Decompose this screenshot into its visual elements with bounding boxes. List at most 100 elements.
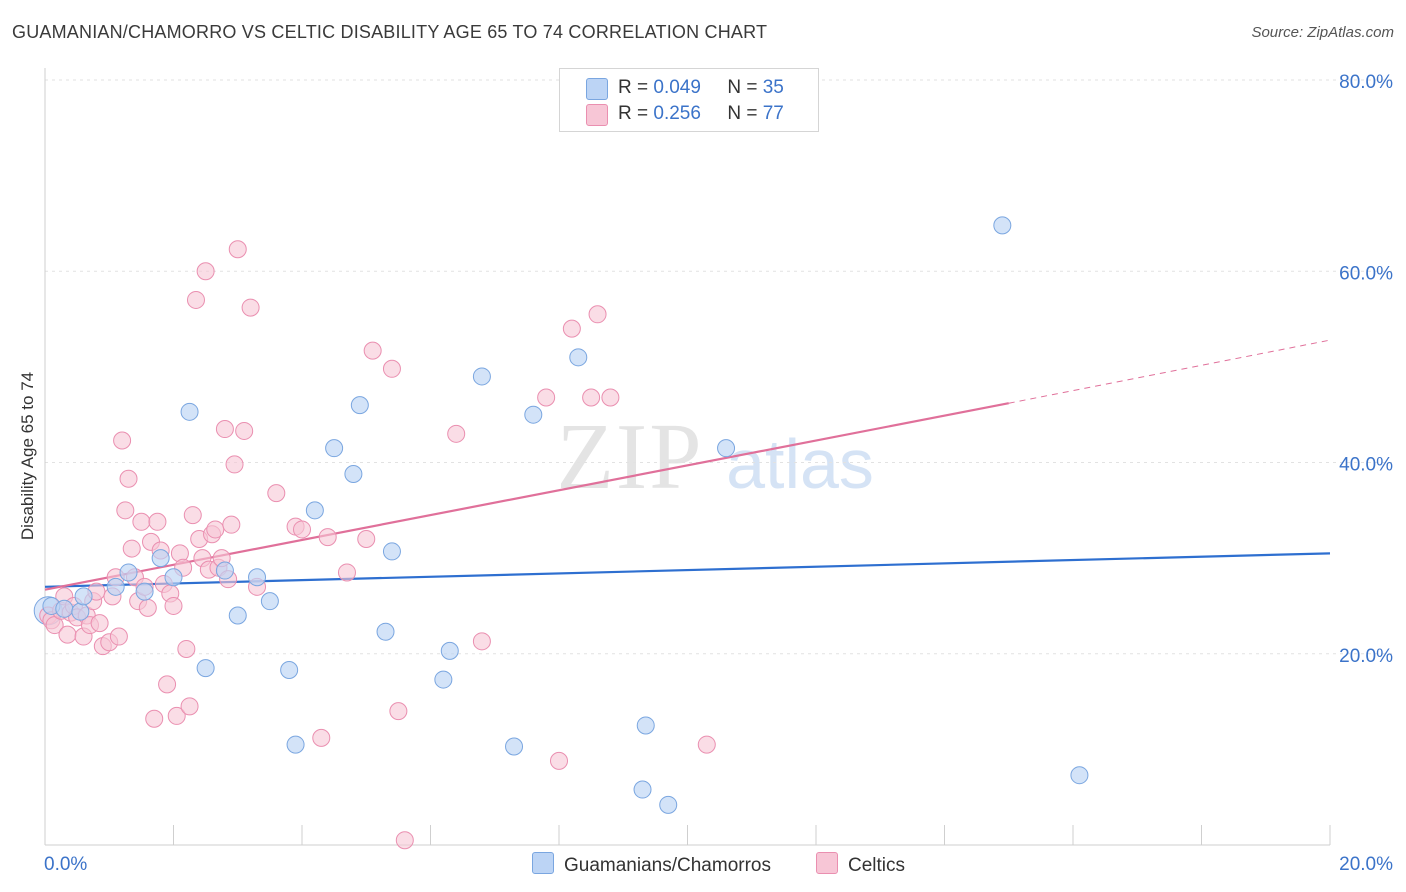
data-point-celtics bbox=[537, 388, 556, 407]
data-point-celtics bbox=[132, 512, 151, 531]
legend-swatch-pink bbox=[586, 104, 608, 126]
x-tick-label: 0.0% bbox=[44, 854, 87, 875]
data-point-celtics bbox=[562, 319, 581, 338]
legend-swatch-blue bbox=[532, 852, 554, 874]
data-point-celtics bbox=[241, 298, 260, 317]
data-point-guamanians bbox=[717, 439, 736, 458]
data-point-celtics bbox=[158, 675, 177, 694]
data-point-celtics bbox=[119, 469, 138, 488]
data-point-guamanians bbox=[55, 599, 74, 618]
data-point-celtics bbox=[582, 388, 601, 407]
data-point-guamanians bbox=[1070, 766, 1089, 785]
data-point-guamanians bbox=[993, 216, 1012, 235]
legend-n-label: N = bbox=[727, 103, 758, 124]
data-point-celtics bbox=[167, 706, 186, 725]
bottom-legend-label: Celtics bbox=[848, 855, 906, 876]
data-point-guamanians bbox=[633, 780, 652, 799]
data-point-celtics bbox=[363, 341, 382, 360]
data-point-guamanians bbox=[286, 735, 305, 754]
data-point-celtics bbox=[395, 831, 414, 850]
data-point-guamanians bbox=[151, 549, 170, 568]
legend-n-value: 35 bbox=[762, 77, 784, 98]
data-point-celtics bbox=[472, 632, 491, 651]
data-point-guamanians bbox=[325, 439, 344, 458]
data-point-guamanians bbox=[305, 501, 324, 520]
data-point-celtics bbox=[164, 596, 183, 615]
data-point-celtics bbox=[113, 431, 132, 450]
bottom-legend-label: Guamanians/Chamorros bbox=[564, 855, 771, 876]
data-point-celtics bbox=[267, 484, 286, 503]
data-point-celtics bbox=[382, 359, 401, 378]
data-point-celtics bbox=[447, 424, 466, 443]
data-point-celtics bbox=[601, 388, 620, 407]
data-point-celtics bbox=[148, 512, 167, 531]
data-point-celtics bbox=[318, 528, 337, 547]
data-point-guamanians bbox=[344, 464, 363, 483]
data-point-celtics bbox=[337, 563, 356, 582]
data-point-guamanians bbox=[382, 542, 401, 561]
data-point-celtics bbox=[389, 702, 408, 721]
data-point-celtics bbox=[550, 751, 568, 770]
data-point-celtics bbox=[109, 627, 128, 646]
data-point-celtics bbox=[357, 530, 376, 548]
data-point-guamanians bbox=[119, 563, 138, 582]
data-point-celtics bbox=[697, 735, 716, 754]
watermark-zip: ZIP bbox=[557, 405, 704, 509]
data-point-guamanians bbox=[228, 606, 247, 625]
data-point-celtics bbox=[180, 697, 199, 716]
bottom-legend-celtics[interactable]: Celtics bbox=[816, 852, 905, 877]
data-point-guamanians bbox=[350, 396, 369, 415]
data-point-guamanians bbox=[74, 587, 93, 606]
data-point-guamanians bbox=[180, 402, 199, 421]
data-point-guamanians bbox=[376, 622, 395, 641]
data-point-celtics bbox=[588, 305, 607, 324]
data-point-celtics bbox=[145, 709, 164, 728]
watermark-atlas: atlas bbox=[726, 425, 874, 503]
data-point-guamanians bbox=[280, 661, 299, 680]
data-point-guamanians bbox=[260, 592, 279, 611]
data-point-celtics bbox=[312, 728, 331, 747]
data-point-celtics bbox=[225, 455, 244, 474]
trend-line-guamanians bbox=[44, 552, 1331, 588]
data-point-celtics bbox=[183, 506, 202, 525]
legend-swatch-blue bbox=[586, 78, 608, 100]
data-point-celtics bbox=[215, 420, 234, 439]
legend-n-value: 77 bbox=[762, 103, 784, 124]
bottom-legend-guamanians[interactable]: Guamanians/Chamorros bbox=[532, 852, 771, 877]
data-point-celtics bbox=[122, 539, 141, 558]
data-point-guamanians bbox=[472, 367, 491, 386]
data-point-celtics bbox=[177, 639, 196, 658]
chart-title: GUAMANIAN/CHAMORRO VS CELTIC DISABILITY … bbox=[12, 22, 768, 42]
data-point-guamanians bbox=[440, 641, 459, 660]
trend-line-celtics-extension bbox=[1008, 339, 1331, 404]
data-point-guamanians bbox=[524, 405, 543, 424]
data-point-celtics bbox=[138, 598, 157, 617]
data-point-celtics bbox=[186, 290, 205, 309]
data-point-guamanians bbox=[434, 670, 453, 689]
x-tick-label: 20.0% bbox=[1339, 854, 1393, 875]
data-point-guamanians bbox=[248, 568, 267, 587]
data-point-celtics bbox=[235, 421, 254, 440]
data-point-guamanians bbox=[215, 561, 234, 580]
data-point-guamanians bbox=[196, 659, 215, 678]
data-point-celtics bbox=[206, 520, 225, 539]
data-point-guamanians bbox=[659, 795, 678, 814]
legend-swatch-pink bbox=[816, 852, 838, 874]
legend-n-label: N = bbox=[727, 77, 758, 98]
legend-r-label: R = bbox=[618, 103, 649, 124]
y-axis-label: Disability Age 65 to 74 bbox=[18, 371, 37, 541]
data-point-guamanians bbox=[569, 348, 588, 367]
y-tick-label: 80.0% bbox=[1339, 72, 1393, 93]
source-credit: Source: ZipAtlas.com bbox=[1251, 24, 1394, 41]
data-point-guamanians bbox=[505, 737, 524, 756]
data-point-celtics bbox=[196, 262, 215, 281]
y-tick-label: 20.0% bbox=[1339, 646, 1393, 667]
data-point-celtics bbox=[116, 501, 135, 520]
legend-r-value: 0.049 bbox=[653, 77, 701, 98]
data-point-guamanians bbox=[164, 568, 183, 587]
legend-r-value: 0.256 bbox=[653, 103, 701, 124]
data-point-celtics bbox=[90, 614, 109, 633]
data-point-celtics bbox=[228, 240, 247, 259]
legend-r-label: R = bbox=[618, 77, 649, 98]
